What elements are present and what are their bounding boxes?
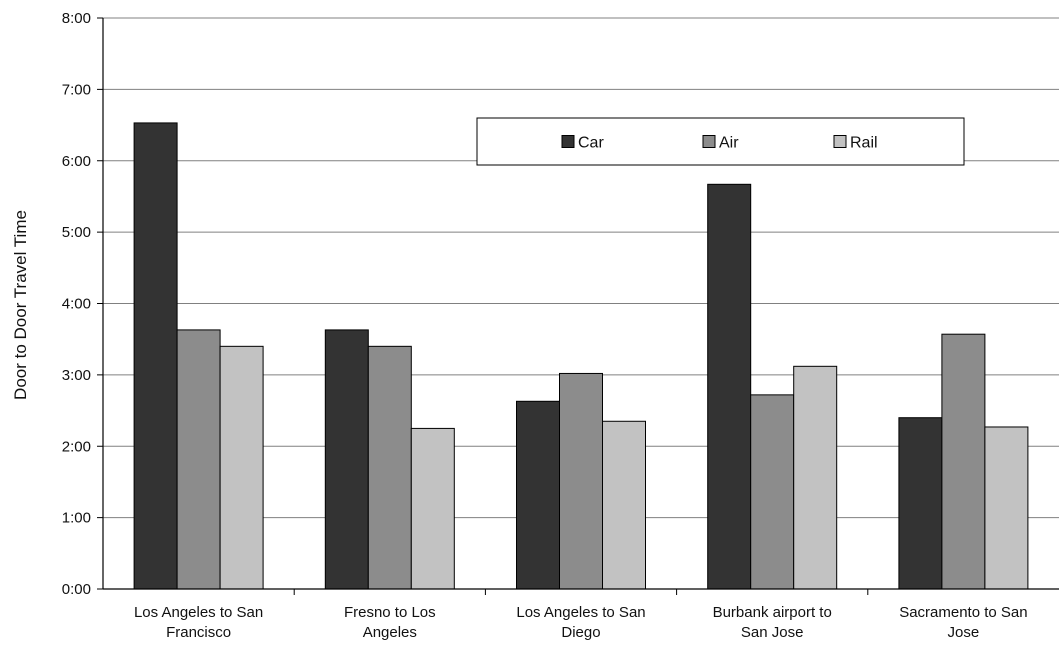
y-tick-label: 6:00 xyxy=(62,153,91,170)
bar-air xyxy=(941,333,986,590)
axes xyxy=(97,17,1059,595)
legend-label-rail: Rail xyxy=(850,135,878,152)
bar-rail xyxy=(984,426,1029,590)
y-tick-label: 0:00 xyxy=(62,581,91,598)
bar-air xyxy=(559,372,603,590)
x-category-label: Sacramento to San Jose xyxy=(899,604,1027,641)
bar-rail xyxy=(219,345,264,590)
bar-air xyxy=(750,394,795,590)
y-tick-label: 8:00 xyxy=(62,10,91,27)
legend-swatch-air xyxy=(702,135,716,148)
legend-swatch-rail xyxy=(833,135,847,148)
bar-car xyxy=(133,122,178,590)
x-category-label: Los Angeles to San Diego xyxy=(516,604,645,641)
bars xyxy=(133,122,1029,590)
y-tick-label: 1:00 xyxy=(62,510,91,527)
legend-label-car: Car xyxy=(578,135,604,152)
bar-car xyxy=(516,400,560,590)
legend-box xyxy=(476,117,965,166)
x-category-label: Burbank airport to San Jose xyxy=(713,604,832,641)
bar-car xyxy=(898,417,943,590)
x-category-label: Fresno to Los Angeles xyxy=(344,604,436,641)
bar-car xyxy=(324,329,369,590)
x-category-labels: Los Angeles to San Francisco Fresno to Los… xyxy=(134,604,1028,641)
bar-air xyxy=(367,345,412,590)
y-tick-label: 4:00 xyxy=(62,296,91,313)
bar-rail xyxy=(602,420,646,590)
y-tick-label: 2:00 xyxy=(62,438,91,455)
y-tick-label: 3:00 xyxy=(62,367,91,384)
bar-rail xyxy=(793,365,838,590)
legend-label-air: Air xyxy=(719,135,739,152)
legend: Car Air Rail xyxy=(476,117,965,166)
bar-rail xyxy=(410,427,455,590)
legend-swatch-car xyxy=(561,135,575,148)
y-tick-labels: 0:00 1:00 2:00 3:00 4:00 5:00 6:00 7:00 8:00 xyxy=(62,10,91,598)
y-axis-title: Door to Door Travel Time xyxy=(11,210,30,400)
bar-air xyxy=(176,329,221,590)
y-tick-label: 5:00 xyxy=(62,224,91,241)
y-tick-label: 7:00 xyxy=(62,81,91,98)
x-category-label: Los Angeles to San Francisco xyxy=(134,604,263,641)
bar-car xyxy=(707,183,752,590)
